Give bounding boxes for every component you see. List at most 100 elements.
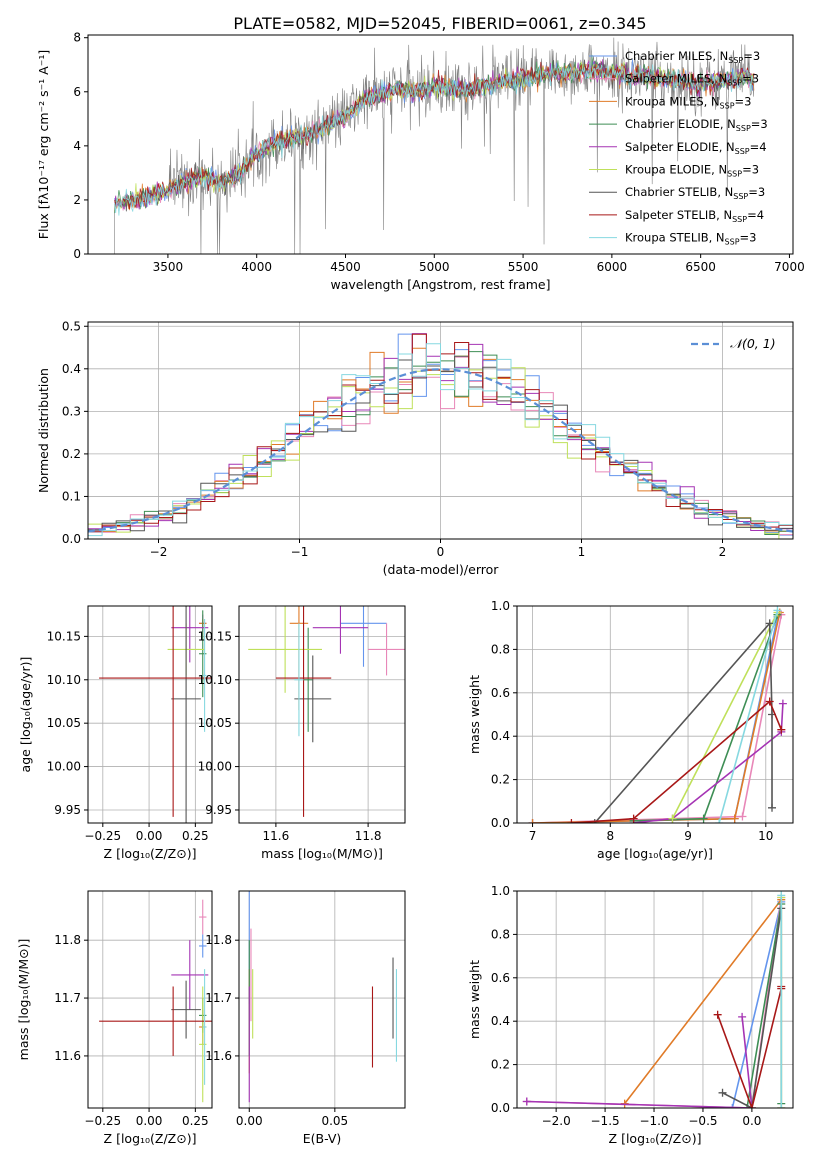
weight-series-line <box>731 901 783 1108</box>
tick-label-x: 4500 <box>330 260 361 274</box>
legend-subscript: SSP <box>736 124 751 133</box>
plot-area <box>248 606 405 817</box>
spectrum-legend: Chabrier MILES, NSSP=3 Salpeter MILES, NS… <box>589 49 768 247</box>
errorbar-point <box>199 986 207 1103</box>
tick-label-x: 0.00 <box>136 1114 163 1128</box>
tick-label-y: 0.8 <box>491 642 510 656</box>
weight-series-marker <box>747 1104 756 1108</box>
axes-frame <box>238 605 406 824</box>
plot-area <box>248 891 397 1103</box>
weight-series-marker <box>699 814 708 823</box>
legend-gaussian-label: 𝒩(0, 1) <box>730 336 776 351</box>
tick-label-x: 8 <box>606 829 614 843</box>
weight-series-line <box>594 621 773 823</box>
tick-label-x: 4000 <box>241 260 272 274</box>
weight-series-marker <box>765 619 774 628</box>
plot-area <box>114 37 755 254</box>
tick-label-y: 4 <box>73 139 81 153</box>
tick-label-x: 2 <box>719 545 727 559</box>
legend-subscript: SSP <box>725 238 740 247</box>
tick-label-x: −1.5 <box>591 1114 620 1128</box>
legend-entry: Chabrier ELODIE, NSSP=3 <box>625 117 768 133</box>
weight-series-marker <box>765 697 774 706</box>
plot-area <box>88 333 793 539</box>
tick-label-y: 1.0 <box>491 884 510 898</box>
legend-count: =4 <box>747 208 764 222</box>
panel-weight-vs-age: 7 8 9 10 0.0 0.2 0.4 0.6 0.8 1.0 age [log₁₀(age/yr… <box>467 599 794 861</box>
errorbar-point <box>340 606 387 667</box>
y-axis-label: mass [log₁₀(M/M⊙)] <box>16 939 31 1061</box>
legend-entry: Chabrier MILES, NSSP=3 <box>625 49 760 65</box>
legend-count: =3 <box>735 94 752 108</box>
tick-label-y: 0.5 <box>62 319 81 333</box>
legend-subscript: SSP <box>735 147 750 156</box>
weight-series-marker <box>773 606 782 615</box>
legend-subscript: SSP <box>732 215 747 224</box>
errorbar-point <box>199 934 207 958</box>
errorbar-point <box>171 606 209 663</box>
tick-label-y: 0.4 <box>491 729 510 743</box>
histogram-step <box>88 343 793 537</box>
weight-series-marker <box>567 819 576 823</box>
errorbar-point <box>202 619 207 732</box>
tick-label-y: 9.95 <box>54 803 81 817</box>
tick-label-y: 10.00 <box>47 760 81 774</box>
legend-count: =3 <box>743 49 760 63</box>
tick-label-x: 0.00 <box>136 829 163 843</box>
errorbar-point <box>368 623 405 676</box>
weight-series-line <box>722 908 783 1108</box>
y-axis-label: age [log₁₀(age/yr)] <box>18 657 33 773</box>
legend-count: =3 <box>740 231 757 245</box>
y-axis-label: Normed distribution <box>36 368 51 493</box>
tick-label-x: 6000 <box>597 260 628 274</box>
tick-label-x: −0.25 <box>84 829 121 843</box>
spectrum-model-line <box>114 54 755 214</box>
spectrum-model-line <box>114 61 755 216</box>
axes-frame <box>87 890 213 1109</box>
tick-label-x: 0.00 <box>236 1114 263 1128</box>
weight-series-marker <box>728 1104 737 1108</box>
tick-label-y: 0.0 <box>491 1101 510 1115</box>
legend-subscript: SSP <box>727 79 742 88</box>
tick-label-y: 10.00 <box>198 760 232 774</box>
tick-label-x: 7000 <box>774 260 805 274</box>
errorbar-point <box>99 606 212 817</box>
tick-label-y: 0.2 <box>491 1058 510 1072</box>
tick-label-x: 0 <box>437 545 445 559</box>
legend-count: =3 <box>748 185 765 199</box>
tick-label-x: −2 <box>150 545 168 559</box>
tick-label-y: 11.6 <box>205 1049 232 1063</box>
tick-label-y: 0.0 <box>62 532 81 546</box>
weight-series-marker <box>715 819 724 823</box>
tick-label-y: 0.0 <box>491 816 510 830</box>
legend-subscript: SSP <box>720 101 735 110</box>
weight-series-marker <box>528 819 537 823</box>
axes-frame <box>238 890 406 1109</box>
errorbar-point <box>303 627 313 732</box>
tick-label-x: 9 <box>684 829 692 843</box>
errorbar-point <box>199 610 207 698</box>
gaussian-curve <box>88 368 793 533</box>
panel-spectrum: 3500 4000 4500 5000 5500 6000 6500 7000 0 2 4 6 8 wav… <box>36 31 805 292</box>
axes-frame <box>516 605 794 824</box>
tick-label-x: 0.0 <box>742 1114 761 1128</box>
tick-label-y: 0.8 <box>491 927 510 941</box>
tick-label-y: 0.2 <box>62 447 81 461</box>
weight-series-marker <box>778 699 787 708</box>
weight-series-marker <box>629 814 638 823</box>
legend-subscript: SSP <box>727 170 742 179</box>
errorbar-point <box>312 606 369 654</box>
weight-series-line <box>526 1016 753 1108</box>
tick-label-x: −0.5 <box>688 1114 717 1128</box>
weight-series-marker <box>768 803 777 812</box>
weight-series-line <box>532 614 783 823</box>
tick-label-y: 10.15 <box>198 629 232 643</box>
legend-entry: Salpeter MILES, NSSP=3 <box>625 72 759 88</box>
errorbar-point <box>171 980 201 1039</box>
tick-label-x: 10 <box>758 829 773 843</box>
tick-label-y: 10.10 <box>198 673 232 687</box>
panel-residuals: −2 −1 0 1 2 0.0 0.1 0.2 0.3 0.4 0.5 (data-model)/er… <box>36 319 794 577</box>
tick-label-x: 7 <box>529 829 537 843</box>
legend-entry: Kroupa MILES, NSSP=3 <box>625 94 751 110</box>
